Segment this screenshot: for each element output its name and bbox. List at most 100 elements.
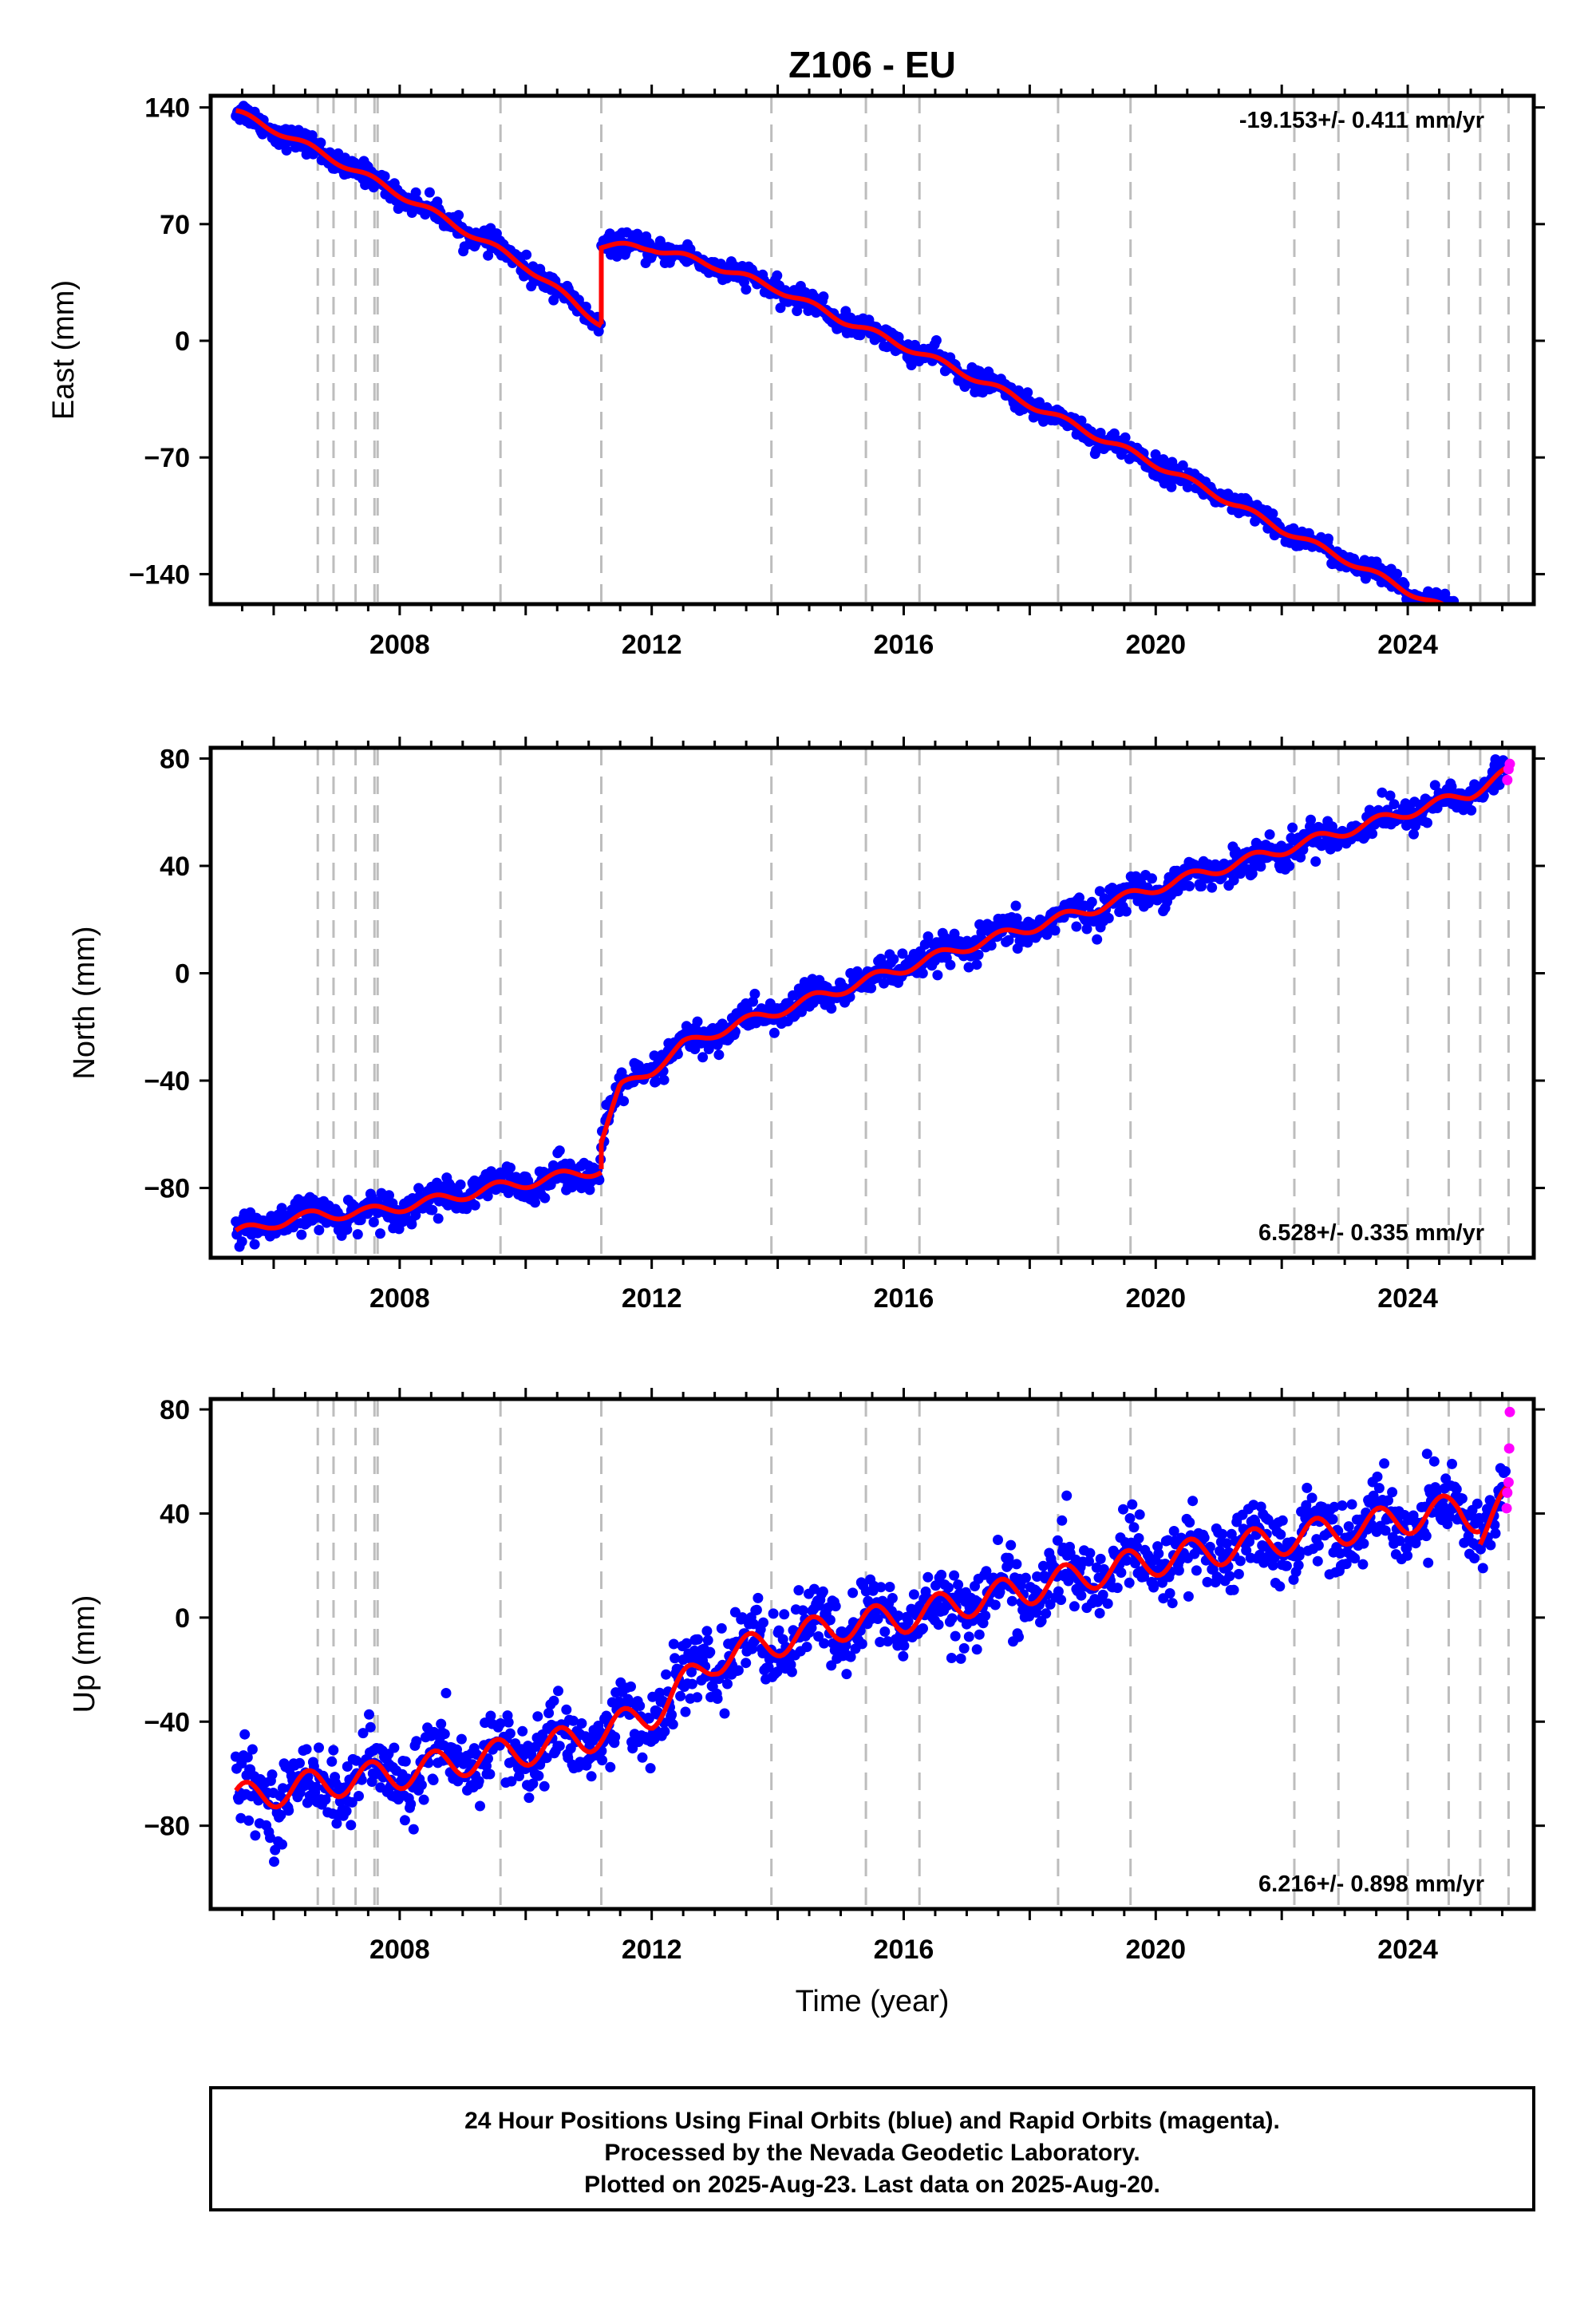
y-tick-label: 40 (160, 852, 190, 882)
final-point (1380, 1525, 1391, 1536)
final-point (539, 1192, 551, 1203)
final-point (1456, 612, 1466, 622)
final-point (439, 1729, 450, 1740)
final-point (1488, 625, 1499, 635)
final-point (1500, 632, 1511, 642)
final-point (1241, 1545, 1252, 1556)
final-point (1010, 900, 1021, 911)
y-tick-label: 80 (160, 1395, 190, 1425)
final-point (637, 1752, 648, 1763)
final-point (1103, 913, 1114, 923)
final-point (1274, 1581, 1286, 1592)
final-point (793, 1585, 804, 1596)
x-tick-label: 2020 (1125, 1935, 1186, 1965)
final-point (554, 1741, 565, 1752)
final-point (1493, 630, 1503, 641)
final-point (413, 1183, 425, 1194)
final-point (950, 1630, 961, 1642)
final-point (971, 959, 982, 970)
final-point (883, 1636, 893, 1647)
final-point (320, 1794, 331, 1805)
final-point (680, 1706, 691, 1717)
final-point (281, 144, 292, 156)
final-point (399, 1815, 410, 1826)
final-point (955, 1653, 966, 1664)
final-point (990, 1599, 1001, 1611)
final-point (1392, 568, 1403, 579)
final-point (1490, 1528, 1501, 1539)
final-point (667, 1719, 678, 1730)
final-point (713, 1049, 725, 1061)
y-axis-label: Up (mm) (68, 1595, 101, 1713)
final-point (1423, 1557, 1434, 1568)
north-panel: 2008 2012 2016 2020 2024 80 40 0 −40 −80 North (mm… (68, 737, 1545, 1314)
y-axis-label: East (mm) (47, 280, 81, 420)
plot-area (230, 1399, 1515, 1909)
final-point (1167, 1598, 1178, 1609)
final-point (1461, 620, 1472, 630)
final-point (1499, 632, 1509, 642)
final-point (1469, 629, 1479, 639)
final-point (1421, 1448, 1432, 1460)
final-point (270, 1844, 281, 1856)
final-point (269, 1856, 279, 1867)
east-panel: 2008 2012 2016 2020 2024 140 70 0 −70 −140 East (m… (47, 85, 1545, 660)
final-point (1497, 634, 1507, 644)
final-point (1313, 1540, 1324, 1551)
final-point (1069, 1601, 1080, 1612)
final-point (276, 1203, 287, 1214)
final-point (541, 1753, 552, 1764)
model-line (235, 108, 602, 329)
final-point (533, 1770, 544, 1781)
final-point (768, 1608, 779, 1619)
final-point (1367, 828, 1378, 840)
x-tick-label: 2020 (1125, 630, 1186, 660)
final-point (1372, 1471, 1383, 1482)
final-point (521, 249, 532, 260)
final-point (1264, 829, 1275, 840)
final-point (903, 1616, 914, 1627)
x-tick-label: 2024 (1377, 1935, 1438, 1965)
footer-box (209, 2086, 1535, 2211)
final-point (1221, 1538, 1232, 1549)
final-point (705, 1646, 716, 1658)
final-point (1182, 481, 1193, 492)
final-point (1495, 618, 1505, 628)
final-point (1428, 1456, 1440, 1467)
final-point (1071, 921, 1082, 932)
final-point (1022, 387, 1033, 398)
final-point (406, 1219, 417, 1230)
final-point (1202, 1576, 1213, 1587)
x-tick-label: 2012 (622, 1935, 682, 1965)
final-point (733, 1665, 744, 1676)
final-point (315, 137, 326, 148)
final-point (384, 1190, 394, 1201)
final-point (701, 1626, 713, 1637)
final-point (553, 1686, 563, 1697)
final-point (1254, 1549, 1266, 1560)
final-point (1127, 1499, 1138, 1510)
final-point (1112, 1583, 1123, 1594)
final-point (1102, 1598, 1113, 1609)
final-point (1462, 617, 1472, 627)
rapid-point (1502, 1487, 1513, 1498)
final-point (898, 1650, 909, 1662)
final-point (411, 1736, 422, 1747)
final-point (576, 1718, 587, 1729)
rapid-point (1502, 632, 1512, 642)
final-point (1491, 625, 1502, 635)
chart-title: Z106 - EU (788, 44, 956, 85)
final-point (981, 1566, 992, 1577)
final-point (1184, 880, 1195, 891)
final-point (1306, 814, 1316, 825)
final-point (358, 1728, 369, 1739)
final-point (1224, 1571, 1235, 1582)
final-point (893, 1611, 904, 1622)
final-point (275, 1809, 286, 1820)
final-point (1121, 1555, 1132, 1566)
final-point (1466, 615, 1476, 625)
final-point (346, 1796, 358, 1808)
final-point (1480, 631, 1491, 642)
final-point (1045, 1599, 1056, 1610)
final-point (242, 1752, 253, 1763)
